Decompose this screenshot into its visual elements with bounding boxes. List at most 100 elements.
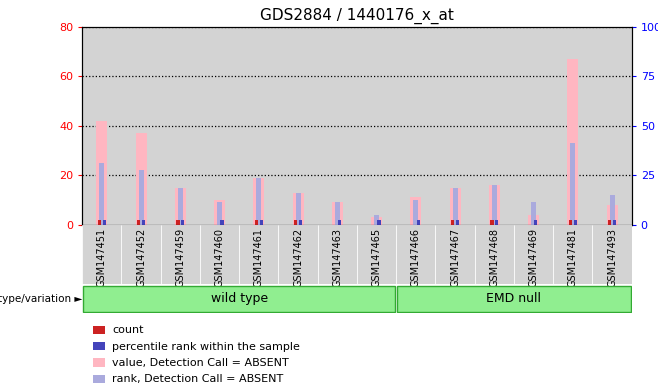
Bar [93, 358, 105, 367]
Bar [456, 220, 459, 225]
Text: GSM147460: GSM147460 [215, 228, 224, 286]
Bar [200, 27, 240, 225]
Bar [255, 220, 258, 225]
Text: wild type: wild type [211, 292, 268, 305]
Text: GSM147461: GSM147461 [254, 228, 264, 286]
Bar [553, 27, 592, 225]
Bar [137, 220, 140, 225]
Bar [474, 225, 514, 284]
Bar [139, 170, 143, 225]
Bar [93, 342, 105, 350]
Bar [240, 225, 278, 284]
Bar [609, 195, 615, 225]
Bar [175, 187, 186, 225]
Bar [181, 220, 184, 225]
Text: GSM147452: GSM147452 [136, 228, 146, 287]
Bar [176, 220, 180, 225]
Bar [474, 27, 514, 225]
Text: GSM147467: GSM147467 [450, 228, 460, 287]
Bar [531, 202, 536, 225]
Bar [338, 220, 342, 225]
Text: GSM147462: GSM147462 [293, 228, 303, 287]
Bar [220, 220, 224, 225]
Bar [411, 197, 421, 225]
Bar [253, 178, 265, 225]
Bar [495, 220, 498, 225]
Bar [318, 27, 357, 225]
Bar [357, 225, 396, 284]
Text: GSM147465: GSM147465 [372, 228, 382, 287]
Bar [374, 215, 379, 225]
Text: GSM147481: GSM147481 [568, 228, 578, 286]
Bar [371, 217, 382, 225]
Bar [257, 178, 261, 225]
Text: rank, Detection Call = ABSENT: rank, Detection Call = ABSENT [113, 374, 284, 384]
Bar [492, 185, 497, 225]
Bar [592, 225, 632, 284]
Bar [574, 220, 576, 225]
Bar [217, 202, 222, 225]
Bar [93, 326, 105, 334]
Bar [98, 220, 101, 225]
Bar [240, 27, 278, 225]
Bar [569, 220, 572, 225]
Bar [413, 200, 418, 225]
Bar [436, 27, 474, 225]
Bar [592, 27, 632, 225]
Bar [122, 27, 161, 225]
Bar [489, 185, 500, 225]
Text: GSM147463: GSM147463 [332, 228, 342, 286]
Text: GSM147459: GSM147459 [176, 228, 186, 287]
Bar [613, 220, 616, 225]
Bar [278, 27, 318, 225]
Bar [161, 225, 200, 284]
Bar [122, 225, 161, 284]
Bar [99, 163, 105, 225]
Bar [83, 286, 395, 311]
Bar [453, 187, 457, 225]
Bar [260, 220, 263, 225]
Bar [200, 225, 240, 284]
Bar [103, 220, 106, 225]
Text: EMD null: EMD null [486, 292, 542, 305]
Bar [436, 225, 474, 284]
Bar [378, 220, 380, 225]
Bar [570, 143, 575, 225]
Bar [449, 187, 461, 225]
Bar [82, 225, 122, 284]
Bar [294, 220, 297, 225]
Bar [396, 225, 436, 284]
Bar [553, 225, 592, 284]
Bar [161, 27, 200, 225]
Bar [335, 202, 340, 225]
Bar [397, 286, 631, 311]
Text: GSM147469: GSM147469 [528, 228, 538, 286]
Bar [278, 225, 318, 284]
Bar [608, 220, 611, 225]
Text: genotype/variation ►: genotype/variation ► [0, 293, 82, 304]
Text: percentile rank within the sample: percentile rank within the sample [113, 342, 300, 352]
Bar [534, 220, 538, 225]
Bar [93, 375, 105, 383]
Bar [295, 192, 301, 225]
Bar [567, 59, 578, 225]
Bar [417, 220, 420, 225]
Text: GSM147451: GSM147451 [97, 228, 107, 287]
Bar [332, 202, 343, 225]
Bar [299, 220, 302, 225]
Bar [396, 27, 436, 225]
Text: GSM147466: GSM147466 [411, 228, 421, 286]
Bar [528, 215, 539, 225]
Bar [607, 205, 618, 225]
Bar [293, 192, 303, 225]
Text: count: count [113, 326, 144, 336]
Bar [96, 121, 107, 225]
Text: value, Detection Call = ABSENT: value, Detection Call = ABSENT [113, 358, 290, 368]
Bar [490, 220, 494, 225]
Bar [178, 187, 183, 225]
Text: GSM147468: GSM147468 [490, 228, 499, 286]
Title: GDS2884 / 1440176_x_at: GDS2884 / 1440176_x_at [260, 8, 454, 24]
Bar [214, 200, 225, 225]
Bar [136, 133, 147, 225]
Bar [142, 220, 145, 225]
